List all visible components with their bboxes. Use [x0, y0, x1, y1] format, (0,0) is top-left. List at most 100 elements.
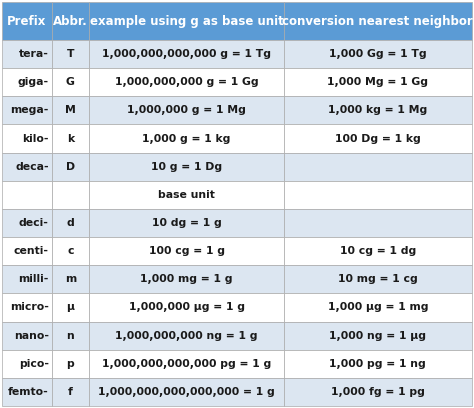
Bar: [89, 265, 284, 293]
Text: 100 cg = 1 g: 100 cg = 1 g: [148, 246, 225, 256]
Text: T: T: [67, 49, 74, 59]
Bar: [284, 350, 472, 378]
Text: p: p: [66, 359, 74, 369]
Bar: [52, 124, 89, 153]
Bar: [284, 153, 472, 181]
Bar: [52, 2, 89, 40]
Bar: [2, 124, 52, 153]
Bar: [2, 378, 52, 406]
Bar: [89, 181, 284, 209]
Text: μ: μ: [66, 302, 74, 313]
Bar: [284, 293, 472, 322]
Text: c: c: [67, 246, 73, 256]
Bar: [284, 181, 472, 209]
Text: 100 Dg = 1 kg: 100 Dg = 1 kg: [335, 133, 420, 144]
Text: 1,000,000 μg = 1 g: 1,000,000 μg = 1 g: [128, 302, 245, 313]
Bar: [89, 40, 284, 68]
Text: 1,000,000,000 ng = 1 g: 1,000,000,000 ng = 1 g: [115, 330, 258, 341]
Bar: [89, 96, 284, 124]
Bar: [89, 124, 284, 153]
Bar: [284, 68, 472, 96]
Text: Abbr.: Abbr.: [53, 15, 88, 27]
Text: giga-: giga-: [18, 77, 49, 87]
Bar: [284, 265, 472, 293]
Text: femto-: femto-: [8, 387, 49, 397]
Text: 1,000 ng = 1 μg: 1,000 ng = 1 μg: [329, 330, 426, 341]
Bar: [2, 350, 52, 378]
Bar: [52, 96, 89, 124]
Bar: [52, 265, 89, 293]
Text: 10 cg = 1 dg: 10 cg = 1 dg: [340, 246, 416, 256]
Text: milli-: milli-: [18, 274, 49, 284]
Text: tera-: tera-: [19, 49, 49, 59]
Text: 1,000 pg = 1 ng: 1,000 pg = 1 ng: [329, 359, 426, 369]
Text: example using g as base unit: example using g as base unit: [90, 15, 283, 27]
Text: M: M: [65, 105, 76, 115]
Bar: [89, 350, 284, 378]
Text: 10 g = 1 Dg: 10 g = 1 Dg: [151, 162, 222, 172]
Bar: [89, 293, 284, 322]
Bar: [2, 237, 52, 265]
Text: 1,000 mg = 1 g: 1,000 mg = 1 g: [140, 274, 233, 284]
Bar: [2, 96, 52, 124]
Bar: [52, 378, 89, 406]
Text: 10 dg = 1 g: 10 dg = 1 g: [152, 218, 221, 228]
Bar: [284, 96, 472, 124]
Bar: [2, 40, 52, 68]
Text: kilo-: kilo-: [22, 133, 49, 144]
Bar: [2, 265, 52, 293]
Bar: [52, 322, 89, 350]
Text: 1,000 g = 1 kg: 1,000 g = 1 kg: [142, 133, 231, 144]
Bar: [52, 40, 89, 68]
Text: m: m: [65, 274, 76, 284]
Bar: [52, 68, 89, 96]
Text: pico-: pico-: [19, 359, 49, 369]
Text: 1,000 kg = 1 Mg: 1,000 kg = 1 Mg: [328, 105, 428, 115]
Text: 1,000,000,000 g = 1 Gg: 1,000,000,000 g = 1 Gg: [115, 77, 258, 87]
Bar: [89, 322, 284, 350]
Bar: [89, 237, 284, 265]
Text: micro-: micro-: [10, 302, 49, 313]
Text: 1,000 μg = 1 mg: 1,000 μg = 1 mg: [328, 302, 428, 313]
Bar: [89, 378, 284, 406]
Bar: [284, 124, 472, 153]
Bar: [52, 181, 89, 209]
Text: 1,000,000,000,000,000 = 1 g: 1,000,000,000,000,000 = 1 g: [98, 387, 275, 397]
Bar: [52, 350, 89, 378]
Bar: [89, 153, 284, 181]
Text: 1,000,000,000,000 g = 1 Tg: 1,000,000,000,000 g = 1 Tg: [102, 49, 271, 59]
Bar: [284, 40, 472, 68]
Bar: [2, 153, 52, 181]
Bar: [52, 237, 89, 265]
Text: f: f: [68, 387, 73, 397]
Bar: [2, 209, 52, 237]
Bar: [284, 378, 472, 406]
Text: n: n: [66, 330, 74, 341]
Bar: [2, 68, 52, 96]
Text: 10 mg = 1 cg: 10 mg = 1 cg: [338, 274, 418, 284]
Text: deca-: deca-: [15, 162, 49, 172]
Text: 1,000 Mg = 1 Gg: 1,000 Mg = 1 Gg: [327, 77, 428, 87]
Text: 1,000 Gg = 1 Tg: 1,000 Gg = 1 Tg: [329, 49, 427, 59]
Text: Prefix: Prefix: [7, 15, 47, 27]
Text: 1,000,000 g = 1 Mg: 1,000,000 g = 1 Mg: [127, 105, 246, 115]
Bar: [284, 209, 472, 237]
Bar: [2, 322, 52, 350]
Text: base unit: base unit: [158, 190, 215, 200]
Text: k: k: [67, 133, 74, 144]
Text: centi-: centi-: [14, 246, 49, 256]
Text: G: G: [66, 77, 75, 87]
Text: conversion nearest neighbor: conversion nearest neighbor: [283, 15, 473, 27]
Bar: [52, 209, 89, 237]
Text: 1,000,000,000,000 pg = 1 g: 1,000,000,000,000 pg = 1 g: [102, 359, 271, 369]
Bar: [2, 181, 52, 209]
Bar: [52, 153, 89, 181]
Bar: [52, 293, 89, 322]
Bar: [89, 209, 284, 237]
Bar: [284, 322, 472, 350]
Text: deci-: deci-: [19, 218, 49, 228]
Text: nano-: nano-: [14, 330, 49, 341]
Text: D: D: [66, 162, 75, 172]
Bar: [89, 68, 284, 96]
Text: 1,000 fg = 1 pg: 1,000 fg = 1 pg: [331, 387, 425, 397]
